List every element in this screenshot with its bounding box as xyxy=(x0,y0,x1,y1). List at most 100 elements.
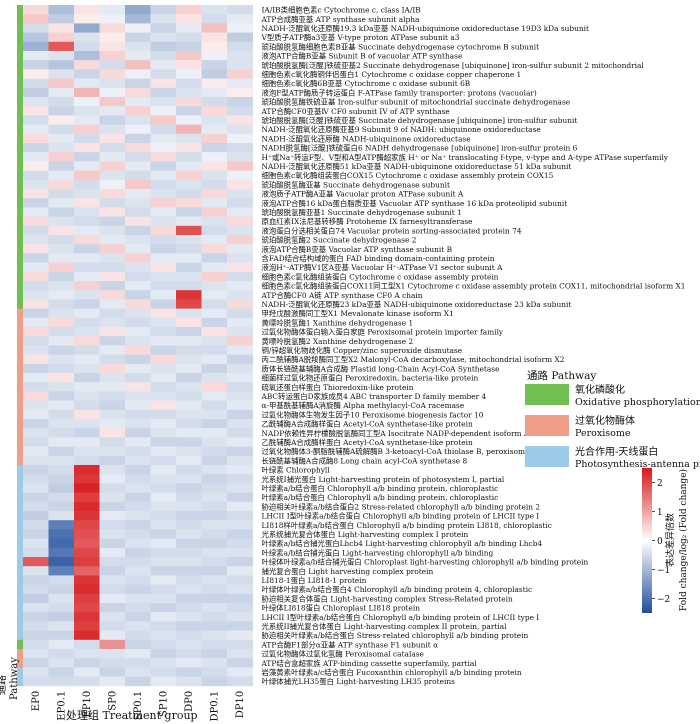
heatmap-cell xyxy=(176,649,202,659)
heatmap-cell xyxy=(176,51,202,61)
heatmap-cell xyxy=(48,299,75,309)
heatmap-cell xyxy=(48,143,75,153)
heatmap-cell xyxy=(227,51,253,61)
heatmap-cell xyxy=(201,124,228,135)
heatmap-cell xyxy=(125,41,151,52)
pathway-cell xyxy=(17,474,23,484)
heatmap-cell xyxy=(201,557,228,567)
heatmap-cell xyxy=(201,244,228,254)
heatmap-cell xyxy=(227,575,253,585)
heatmap-cell xyxy=(125,5,151,15)
heatmap-cell xyxy=(176,161,202,171)
row-label: 叶绿素 Chlorophyll xyxy=(262,466,331,475)
heatmap-cell xyxy=(176,207,202,217)
heatmap-cell xyxy=(23,124,49,135)
heatmap-cell xyxy=(48,23,75,33)
heatmap-cell xyxy=(125,60,151,70)
heatmap-cell xyxy=(99,483,126,493)
heatmap-cell xyxy=(48,437,75,447)
heatmap-cell xyxy=(176,5,202,15)
heatmap-cell xyxy=(48,676,75,687)
heatmap-cell xyxy=(48,391,75,401)
colorbar-tick-label: −1 xyxy=(657,566,670,576)
heatmap-cell xyxy=(150,511,177,521)
heatmap-cell xyxy=(201,262,228,273)
heatmap-cell xyxy=(176,391,202,401)
heatmap-cell xyxy=(74,253,100,263)
heatmap-cell xyxy=(125,143,151,153)
pathway-cell xyxy=(17,621,23,631)
heatmap-cell xyxy=(48,354,75,365)
heatmap-cell xyxy=(201,474,228,484)
heatmap-cell xyxy=(74,630,100,641)
heatmap-cell xyxy=(176,216,202,227)
heatmap-cell xyxy=(99,345,126,355)
heatmap-cell xyxy=(150,271,177,282)
heatmap-cell xyxy=(74,501,100,512)
heatmap-cell xyxy=(48,207,75,217)
x-axis-label: 处理组 Treatment group xyxy=(66,708,198,722)
colorbar-label-cn: 表达差异倍数 xyxy=(664,513,676,567)
heatmap-cell xyxy=(48,621,75,631)
heatmap-cell xyxy=(227,106,253,116)
pathway-cell xyxy=(17,520,23,530)
heatmap-cell xyxy=(176,290,202,300)
heatmap-cell xyxy=(201,345,228,355)
pathway-cell xyxy=(17,207,23,217)
heatmap-cell xyxy=(125,538,151,549)
heatmap-cell xyxy=(23,14,49,24)
heatmap-cell xyxy=(48,446,75,457)
row-label: ATP合酶F1部分α亚基 ATP synthase F1 subunit α xyxy=(261,640,439,649)
heatmap-cell xyxy=(150,612,177,622)
heatmap-cell xyxy=(48,253,75,263)
heatmap-cell xyxy=(227,400,253,411)
heatmap-cell xyxy=(23,244,49,254)
heatmap-cell xyxy=(125,235,151,245)
heatmap-cell xyxy=(176,630,202,641)
heatmap-cell xyxy=(201,14,228,24)
column-label: SP0 xyxy=(108,691,119,711)
row-label: 质体长链酰基辅酶A合成酶 Plastid long-Chain Acyl-CoA… xyxy=(262,364,500,373)
heatmap-cell xyxy=(201,143,228,153)
heatmap-cell xyxy=(74,152,100,162)
heatmap-cell xyxy=(23,317,49,328)
column-label: EP0.1 xyxy=(57,691,68,721)
heatmap-cell xyxy=(74,299,100,309)
heatmap-cell xyxy=(150,649,177,659)
row-label: NADH-泛醌氧化还原酶51 kDa亚基 NADH-ubiquinone oxi… xyxy=(262,162,572,171)
heatmap-cell xyxy=(23,391,49,401)
heatmap-cell xyxy=(74,23,100,33)
heatmap-cell xyxy=(176,23,202,33)
row-label: NADH-泛醌氧化还原酶19.3 kDa亚基 NADH-ubiquinone o… xyxy=(262,24,590,33)
heatmap-cell xyxy=(23,354,49,365)
heatmap-cell xyxy=(150,603,177,613)
row-label: ABC转运蛋白D家族成员4 ABC transporter D family m… xyxy=(261,392,487,401)
heatmap-cell xyxy=(48,106,75,116)
heatmap-cell xyxy=(150,97,177,107)
row-label: V型质子ATP酶a3亚基 V-type proton ATPase subuni… xyxy=(261,33,460,42)
heatmap-cell xyxy=(48,465,75,475)
heatmap-cell xyxy=(74,271,100,282)
heatmap-cell xyxy=(176,198,202,208)
pathway-cell xyxy=(17,216,23,227)
heatmap-cell xyxy=(227,557,253,567)
heatmap-cell xyxy=(99,474,126,484)
pathway-cell xyxy=(17,225,23,236)
heatmap-cell xyxy=(201,161,228,171)
heatmap-cell xyxy=(23,51,49,61)
heatmap-cell xyxy=(23,676,49,687)
heatmap-cell xyxy=(176,106,202,116)
heatmap-cell xyxy=(176,419,202,429)
pathway-cell xyxy=(17,60,23,70)
heatmap-cell xyxy=(150,78,177,89)
heatmap-cell xyxy=(201,299,228,309)
heatmap-cell xyxy=(125,501,151,512)
heatmap-cell xyxy=(201,382,228,392)
heatmap-cell xyxy=(74,566,100,576)
pathway-cell xyxy=(17,161,23,171)
row-label: 光系统捕光复合体蛋白 Light-harvesting complex I pr… xyxy=(262,530,469,539)
pathway-cell xyxy=(17,179,23,190)
heatmap-cell xyxy=(125,290,151,300)
heatmap-cell xyxy=(227,60,253,70)
row-label: 叶绿素a/b结合蛋白 Chlorophyll a/b binding prote… xyxy=(262,484,499,493)
